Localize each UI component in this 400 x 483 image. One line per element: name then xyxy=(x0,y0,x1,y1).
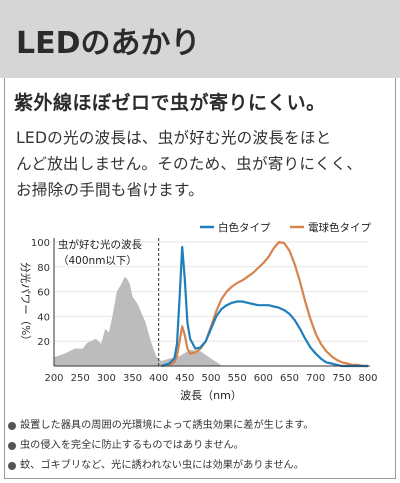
bullet-icon xyxy=(8,462,16,470)
x-axis-label: 波長（nm） xyxy=(180,389,242,402)
content-frame xyxy=(4,78,396,479)
spectrum-chart: 20 40 60 80 100 200 250 300 350 400 450 500 550 600 65… xyxy=(19,221,378,402)
x-tick-label: 450 xyxy=(175,373,194,384)
annotation-sublabel: （400nm以下） xyxy=(58,255,137,267)
note-text: 虫の侵入を完全に防止するものではありません。 xyxy=(20,440,244,451)
notes-list: 設置した器具の周囲の光環境によって誘虫効果に差が生じます。 虫の侵入を完全に防止… xyxy=(8,416,392,476)
white-series-line xyxy=(160,245,368,368)
insect-spectrum-area xyxy=(54,276,222,366)
legend-label: 白色タイプ xyxy=(218,221,271,234)
description-line: LEDの光の波長は、虫が好む光の波長をほと xyxy=(16,129,332,147)
x-tick-label: 200 xyxy=(44,373,63,384)
x-tick-label: 400 xyxy=(149,373,168,384)
y-tick-label: 20 xyxy=(37,337,50,348)
y-tick-label: 80 xyxy=(37,263,50,274)
x-tick-label: 250 xyxy=(71,373,90,384)
x-tick-label: 650 xyxy=(280,373,299,384)
description: LEDの光の波長は、虫が好む光の波長をほと んど放出しません。そのため、虫が寄り… xyxy=(16,125,388,203)
x-tick-label: 350 xyxy=(123,373,142,384)
bullet-icon xyxy=(8,442,16,450)
annotation-label: 虫が好む光の波長 xyxy=(58,238,142,251)
x-tick-label: 800 xyxy=(358,373,377,384)
x-tick-label: 600 xyxy=(254,373,273,384)
y-tick-label: 60 xyxy=(37,288,50,299)
chart-axes xyxy=(53,238,370,367)
description-line: お掃除の手間も省けます。 xyxy=(16,181,204,199)
note-item: 虫の侵入を完全に防止するものではありません。 xyxy=(8,436,392,456)
subheading: 紫外線ほぼゼロで虫が寄りにくい。 xyxy=(14,92,326,114)
header-banner: LEDのあかり xyxy=(0,0,400,78)
y-tick-label: 100 xyxy=(31,238,50,249)
chart-lines xyxy=(160,240,368,368)
page-title: LEDのあかり xyxy=(16,26,201,61)
note-item: 設置した器具の周囲の光環境によって誘虫効果に差が生じます。 xyxy=(8,416,392,436)
legend-label: 電球色タイプ xyxy=(308,221,371,234)
warm-series-line xyxy=(161,240,368,368)
note-text: 設置した器具の周囲の光環境によって誘虫効果に差が生じます。 xyxy=(20,420,314,431)
note-item: 蚊、ゴキブリなど、光に誘われない虫には効果がありません。 xyxy=(8,456,392,476)
note-text: 蚊、ゴキブリなど、光に誘われない虫には効果がありません。 xyxy=(20,460,304,471)
description-line: んど放出しません。そのため、虫が寄りにくく、 xyxy=(16,155,363,173)
x-tick-label: 500 xyxy=(201,373,220,384)
y-tick-label: 40 xyxy=(37,312,50,323)
x-tick-label: 550 xyxy=(228,373,247,384)
chart-areas xyxy=(54,276,222,366)
x-tick-label: 750 xyxy=(332,373,351,384)
x-tick-label: 300 xyxy=(97,373,116,384)
x-tick-label: 700 xyxy=(306,373,325,384)
y-axis-label: 分光パワー（%） xyxy=(19,262,32,345)
chart-labels: 20 40 60 80 100 200 250 300 350 400 450 500 550 600 65… xyxy=(19,221,378,402)
bullet-icon xyxy=(8,422,16,430)
